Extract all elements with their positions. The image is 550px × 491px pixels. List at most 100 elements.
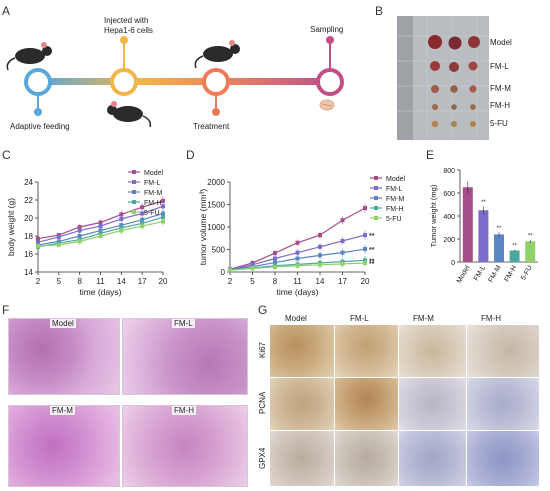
legend-label: FM-H [386,206,404,213]
data-point [77,239,82,244]
legend-label: FM-M [144,190,162,197]
ihc-gpx4-fml [335,431,398,486]
significance-mark: ** [481,200,486,206]
legend-marker [132,200,136,204]
ihc-row-gpx4: GPX4 [258,447,267,469]
significance-mark: ** [512,244,517,250]
y-tick-label: 500 [212,246,226,255]
chart-tumor-weight: 0 200 400 600 800 Tumor weight (mg) Model FM-L *… [429,168,538,285]
panel-label-g: G [258,303,268,317]
y-tick-label: 200 [443,237,455,244]
timeline-bar [38,78,330,85]
x-tick-label: FM-H [504,265,519,284]
tumor-row-5fu [431,120,476,128]
data-point [318,262,322,267]
ihc-col-fml: FM-L [350,314,369,323]
x-tick-label: 5-FU [520,265,534,282]
he-label-model: Model [50,319,76,328]
x-tick-label: 14 [117,277,126,286]
timeline-diagram [6,36,344,128]
data-point [140,224,145,229]
ihc-ki67-model [270,325,334,377]
x-tick-label: FM-L [473,264,487,282]
x-tick-label: 8 [77,277,82,286]
x-tick-label: 17 [138,277,147,286]
he-label-fmh: FM-H [172,406,196,415]
legend-marker [374,186,378,190]
x-tick-label: 20 [159,277,168,286]
timeline-label-injected-1: Injected with [104,16,149,25]
data-point [119,212,124,217]
ihc-pcna-fmh [467,378,539,430]
data-point [228,268,232,273]
y-tick-label: 20 [24,214,33,223]
significance-mark: ** [369,258,375,265]
legend-label: FM-L [144,180,160,187]
panel-label-c: C [2,148,11,162]
legend-label: FM-M [386,196,404,203]
x-tick-label: 11 [293,277,302,286]
ihc-pcna-fmm [399,378,466,430]
ihc-col-fmm: FM-M [413,314,434,323]
legend-marker [374,206,378,210]
photo-label-fmh: FM-H [490,101,510,110]
chart-body-weight: 14 16 18 20 22 24 2 5 8 11 14 17 20 time (days) body w… [8,170,168,297]
y-tick-label: 24 [24,178,33,187]
data-point [36,236,40,241]
x-tick-label: 5 [250,277,255,286]
timeline-label-sampling: Sampling [310,25,344,34]
y-tick-label: 800 [443,168,455,175]
chart-tumor-volume: 0 500 1000 1500 2000 2 5 8 11 14 17 20 time (days) tu… [198,176,406,297]
y-tick-label: 2000 [207,178,225,187]
timeline-label-adaptive: Adaptive feeding [10,122,70,131]
x-tick-label: 14 [316,277,325,286]
x-tick-label: 20 [361,277,370,286]
data-point [273,260,277,265]
data-point [98,224,103,229]
ihc-col-fmh: FM-H [481,314,501,323]
data-point [140,211,145,216]
photo-label-fml: FM-L [490,62,509,71]
data-point [273,256,277,261]
panel-label-f: F [2,303,10,317]
legend-marker [132,210,136,214]
he-image-model [8,318,120,395]
panel-label-d: D [186,148,195,162]
x-axis-title: time (days) [276,287,318,297]
legend-marker [374,176,378,180]
ihc-pcna-fml [335,378,398,430]
ihc-ki67-fmh [467,325,539,377]
data-point [161,215,165,220]
y-tick-label: 0 [221,268,226,277]
significance-mark: ** [369,233,375,240]
data-point [295,263,300,268]
x-tick-label: 17 [338,277,347,286]
significance-mark: ** [369,247,375,254]
ihc-row-pcna: PCNA [258,391,267,414]
data-point [363,247,367,252]
legend-label: FM-H [144,200,162,207]
data-point [295,256,300,261]
ihc-gpx4-fmh [467,431,539,486]
x-axis-title: time (days) [79,287,121,297]
significance-mark: ** [528,234,533,240]
y-axis-title: body weight (g) [8,198,16,256]
bar-model [462,187,473,262]
data-point [77,228,82,233]
data-point [36,240,40,245]
bar-fm-l [478,210,489,262]
legend-marker [132,190,136,194]
y-axis-title: Tumor weight (mg) [429,184,438,247]
data-point [98,220,103,225]
legend-label: Model [386,176,406,183]
data-point [295,250,300,255]
y-tick-label: 1500 [207,201,225,210]
he-image-fmh [122,405,248,487]
photo-label-model: Model [490,38,512,47]
data-point [340,238,345,243]
y-tick-label: 0 [451,260,455,267]
data-point [363,261,367,265]
data-point [340,218,345,223]
ihc-gpx4-fmm [399,431,466,486]
he-label-fmm: FM-M [50,406,75,415]
